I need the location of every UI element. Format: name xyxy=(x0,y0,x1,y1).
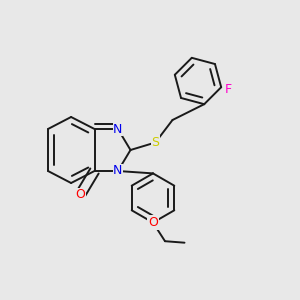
Text: F: F xyxy=(225,83,232,96)
Text: N: N xyxy=(113,122,123,136)
Text: O: O xyxy=(75,188,85,202)
Text: O: O xyxy=(148,216,158,229)
Text: S: S xyxy=(152,136,159,149)
Text: N: N xyxy=(113,164,123,178)
